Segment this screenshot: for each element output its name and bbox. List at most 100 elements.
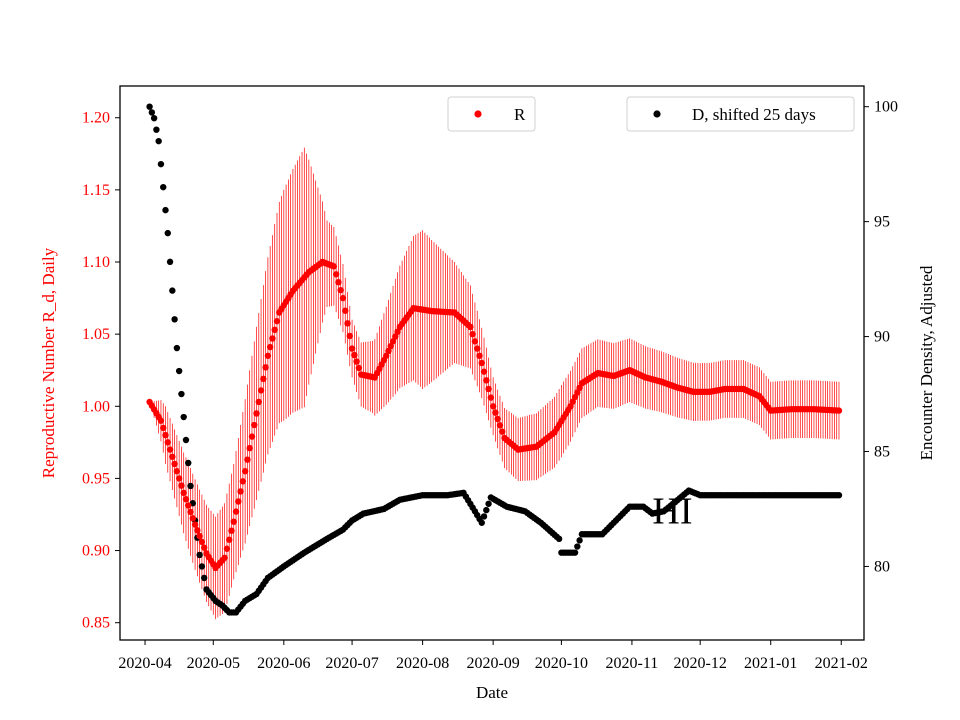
x-tick-label: 2020-12	[674, 655, 727, 672]
d-point	[571, 549, 579, 556]
r-point	[198, 538, 206, 546]
r-point	[169, 453, 176, 460]
r-point	[467, 323, 474, 331]
r-point	[194, 527, 201, 534]
r-point	[480, 368, 488, 375]
legend-d-frame	[626, 96, 855, 132]
r-point	[185, 502, 192, 509]
r-point	[478, 359, 485, 367]
series-r-points	[146, 258, 843, 572]
r-point	[162, 431, 169, 439]
legend-r-marker	[474, 110, 482, 118]
r-point	[189, 515, 197, 522]
x-tick-label: 2020-06	[257, 655, 310, 672]
legend-d: D, shifted 25 days	[626, 96, 855, 132]
r-point	[157, 417, 165, 424]
y-right-tick-label: 80	[874, 558, 890, 575]
y-axis-right-label: Encounter Density, Adjusted	[917, 265, 936, 460]
series-d-points	[146, 103, 843, 616]
r-point	[385, 347, 392, 355]
r-point	[221, 554, 228, 561]
r-point	[246, 444, 253, 452]
r-point	[335, 279, 342, 286]
r-point	[494, 415, 501, 423]
r-point	[237, 488, 244, 495]
r-point	[337, 286, 344, 294]
x-tick-label: 2020-07	[325, 655, 378, 672]
r-point	[180, 489, 187, 497]
r-point	[487, 394, 495, 401]
x-tick-label: 2020-11	[606, 655, 659, 672]
y-left-tick-label: 1.00	[82, 398, 110, 415]
r-point	[394, 328, 401, 335]
r-point	[471, 338, 479, 345]
r-point	[244, 456, 251, 463]
r-point	[835, 407, 843, 414]
r-point	[182, 495, 190, 503]
y-left-tick-label: 0.95	[82, 470, 110, 487]
r-point	[332, 271, 340, 278]
y-left-tick-label: 1.20	[82, 110, 110, 127]
x-tick-label: 2020-05	[187, 655, 240, 672]
d-point	[178, 390, 185, 398]
d-point	[166, 258, 174, 266]
r-point	[262, 364, 269, 371]
y-axis-right: 80 85 90 95 100	[864, 99, 898, 575]
r-point	[330, 263, 338, 270]
d-point	[480, 513, 488, 520]
r-point	[353, 358, 360, 365]
d-point	[146, 103, 153, 110]
y-right-tick-label: 85	[874, 444, 890, 461]
d-point	[196, 551, 203, 559]
d-point	[187, 482, 194, 490]
r-point	[226, 536, 233, 543]
r-point	[178, 482, 185, 489]
d-point	[160, 183, 167, 191]
r-point	[344, 320, 351, 327]
d-point	[153, 126, 160, 133]
r-point	[200, 544, 208, 551]
r-point	[160, 424, 167, 432]
d-point	[162, 206, 169, 214]
r-point	[260, 375, 267, 383]
y-right-tick-label: 100	[874, 99, 898, 116]
r-point	[173, 468, 181, 475]
r-point	[266, 343, 274, 351]
r-point	[383, 352, 390, 359]
r-point	[223, 545, 231, 552]
x-tick-label: 2021-02	[815, 655, 868, 672]
d-point	[574, 543, 581, 550]
x-tick-label: 2020-10	[535, 655, 588, 672]
legend-r-frame	[447, 96, 536, 132]
r-point	[241, 468, 249, 475]
r-point	[235, 498, 242, 505]
r-point	[499, 428, 506, 435]
x-tick-label: 2020-04	[118, 655, 171, 672]
r-point	[251, 421, 258, 429]
d-point	[169, 287, 176, 294]
r-point	[228, 527, 235, 534]
r-point	[476, 352, 483, 359]
r-point	[269, 335, 276, 342]
r-point	[483, 377, 490, 384]
r-point	[387, 342, 394, 350]
d-point	[173, 344, 181, 352]
d-point	[180, 413, 187, 421]
d-point	[198, 563, 206, 570]
r-point	[489, 403, 497, 410]
legend-r-label: R	[514, 105, 526, 124]
r-point	[342, 307, 349, 314]
x-axis: 2020-04 2020-05 2020-06 2020-07 2020-08 2020-…	[118, 640, 868, 672]
r-point	[264, 352, 272, 359]
r-point	[351, 351, 358, 359]
r-point	[166, 446, 174, 453]
r-point	[485, 385, 492, 393]
r-point	[355, 364, 363, 372]
d-point	[155, 137, 162, 145]
r-point	[469, 330, 476, 338]
r-point	[253, 410, 260, 417]
d-point	[182, 436, 190, 444]
y-left-tick-label: 1.05	[82, 326, 110, 343]
d-point	[175, 367, 183, 375]
y-axis-left-label: Reproductive Number R_d, Daily	[39, 247, 58, 478]
